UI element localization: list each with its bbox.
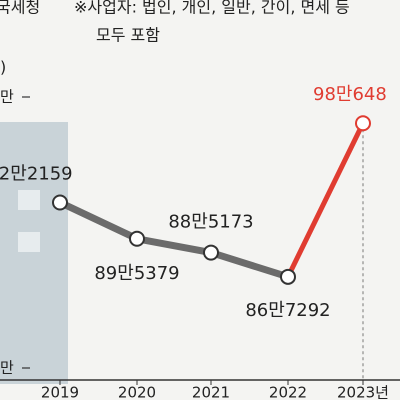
point: [355, 115, 371, 132]
point: [129, 230, 145, 247]
x-tick-label: 2019: [41, 384, 79, 400]
data-label: 92만2159: [0, 163, 73, 184]
line: [58, 199, 290, 281]
point: [203, 244, 219, 261]
x-tick-label: 2023년: [337, 384, 389, 400]
y-tick-label: 만: [0, 359, 14, 377]
point: [52, 194, 68, 211]
y-tick-label: 만: [0, 88, 14, 106]
building: [0, 122, 68, 384]
note: ※사업자: 법인, 개인, 일반, 간이, 면세 등: [74, 0, 350, 17]
data-label: 89만5379: [94, 263, 179, 284]
note: 모두 포함: [96, 26, 160, 45]
window: [18, 190, 40, 210]
y-unit: ): [0, 58, 6, 77]
x-tick-label: 2022: [269, 384, 307, 400]
x-tick-label: 2020: [118, 384, 156, 400]
source: 국세청: [0, 0, 40, 17]
x-tick-label: 2021: [192, 384, 230, 400]
highlight-segment: [285, 122, 366, 278]
window: [18, 232, 40, 252]
data-label: 98만648: [313, 84, 387, 105]
data-label: 88만5173: [168, 212, 253, 233]
point: [280, 268, 296, 285]
data-label: 86만7292: [245, 300, 330, 321]
